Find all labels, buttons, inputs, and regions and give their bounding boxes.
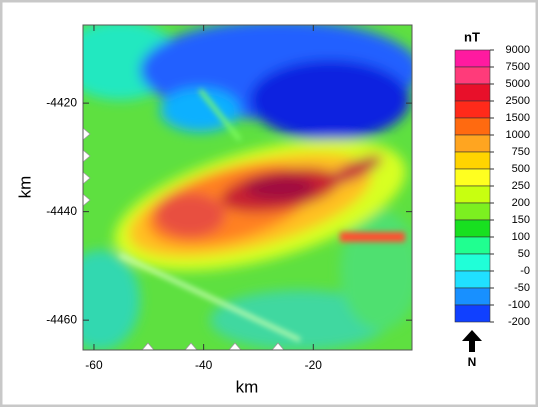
colorbar-swatch (454, 219, 491, 238)
y-tick-label: -4440 (46, 204, 77, 218)
colorbar-swatch (454, 168, 491, 187)
colorbar-label: -50 (514, 282, 530, 294)
north-label: N (468, 355, 477, 369)
y-tick-label: -4420 (46, 95, 77, 109)
colorbar-label: 7500 (506, 61, 530, 73)
colorbar-swatch (454, 83, 491, 102)
colorbar-swatch (454, 66, 491, 85)
colorbar-label: 1000 (506, 129, 530, 141)
colorbar-swatch (454, 304, 491, 323)
x-axis-label: km (236, 377, 259, 396)
colorbar-label: 150 (512, 214, 530, 226)
y-axis-label: km (15, 176, 34, 199)
colorbar-label: 5000 (506, 78, 530, 90)
colorbar-swatch (454, 287, 491, 306)
colorbar-label: 1500 (506, 112, 530, 124)
x-tick-label: -60 (85, 358, 103, 372)
colorbar-swatch (454, 117, 491, 136)
colorbar-swatch (454, 151, 491, 170)
colorbar-label: 100 (512, 231, 530, 243)
plot-border (82, 24, 413, 351)
colorbar-label: 500 (512, 163, 530, 175)
colorbar-swatch (454, 100, 491, 119)
colorbar-label: 250 (512, 180, 530, 192)
colorbar-swatch (454, 185, 491, 204)
x-tick-label: -40 (195, 358, 213, 372)
colorbar-label: 9000 (506, 44, 530, 56)
colorbar-swatch (454, 236, 491, 255)
colorbar-swatch (454, 253, 491, 272)
colorbar-label: 200 (512, 197, 530, 209)
colorbar-swatch (454, 202, 491, 221)
colorbar-label: -100 (508, 299, 530, 311)
colorbar-label: 50 (518, 248, 530, 260)
colorbar-label: 750 (512, 146, 530, 158)
colorbar-title: nT (464, 29, 480, 44)
colorbar-label: -200 (508, 316, 530, 328)
colorbar-swatch (454, 49, 491, 68)
colorbar-label: -0 (520, 265, 530, 277)
north-arrow (462, 330, 482, 352)
y-tick-label: -4460 (46, 312, 77, 326)
colorbar-label: 2500 (506, 95, 530, 107)
colorbar-swatch (454, 270, 491, 289)
x-tick-label: -20 (305, 358, 323, 372)
colorbar-swatch (454, 134, 491, 153)
anomaly-map (83, 25, 412, 350)
